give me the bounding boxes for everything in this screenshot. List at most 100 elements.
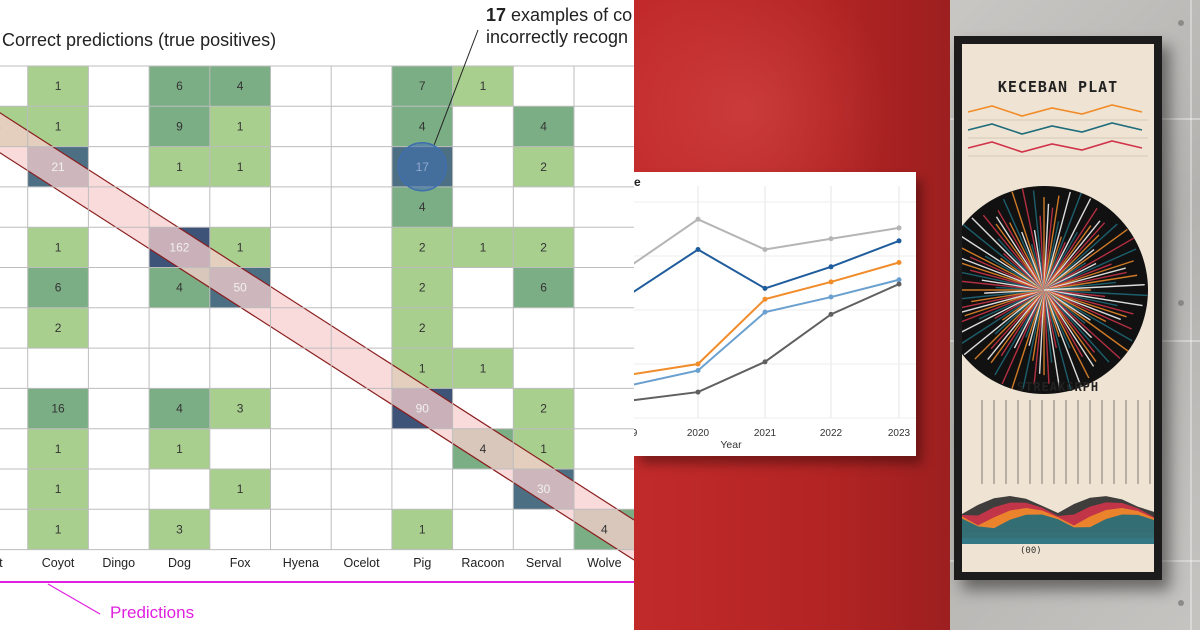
poster-burst-ray bbox=[1043, 289, 1127, 318]
poster-burst-ray bbox=[994, 289, 1045, 376]
poster-burst-ray bbox=[1043, 289, 1121, 321]
data-point bbox=[828, 311, 834, 317]
true-positive-band bbox=[0, 112, 634, 560]
poster-burst-ray bbox=[962, 224, 1045, 291]
poster-burst-ray bbox=[1043, 192, 1082, 291]
poster-burst-ray bbox=[1043, 289, 1095, 367]
x-axis-label: Year bbox=[720, 439, 742, 451]
data-point bbox=[695, 389, 701, 395]
poster-burst-ray bbox=[962, 289, 1045, 309]
data-point bbox=[695, 367, 701, 373]
column-label: Wolve bbox=[587, 556, 622, 570]
matrix-value: 4 bbox=[480, 442, 487, 456]
poster-burst-ray bbox=[990, 289, 1045, 364]
poster-subtitle: STREAKGRPH bbox=[1016, 380, 1100, 394]
poster: KECEBAN PLAT STREAKGRPH (00) bbox=[962, 44, 1154, 572]
column-label: Serval bbox=[526, 556, 561, 570]
poster-burst-ray bbox=[1043, 289, 1129, 352]
matrix-cell bbox=[209, 106, 271, 147]
matrix-cell bbox=[27, 66, 89, 107]
poster-burst-ray bbox=[963, 289, 1045, 356]
poster-title: KECEBAN PLAT bbox=[997, 78, 1119, 96]
poster-burst-ray bbox=[1011, 191, 1045, 291]
poster-burst-ray bbox=[1001, 289, 1045, 385]
poster-burst-ray bbox=[1043, 274, 1138, 291]
matrix-cell bbox=[391, 186, 453, 228]
matrix-cell bbox=[149, 388, 210, 429]
matrix-value: 1 bbox=[237, 240, 244, 254]
column-label: Dingo bbox=[102, 556, 135, 570]
poster-burst-ray bbox=[1043, 289, 1082, 387]
poster-burst-ray bbox=[962, 262, 1045, 291]
matrix-cell bbox=[391, 267, 453, 308]
matrix-value: 1 bbox=[540, 442, 547, 456]
matrix-cell bbox=[391, 307, 453, 349]
callout-count: 17 bbox=[486, 5, 507, 25]
data-point bbox=[762, 296, 768, 302]
matrix-value: 1 bbox=[176, 442, 183, 456]
matrix-value: 1 bbox=[480, 240, 487, 254]
line-chart-panel: e .9 2020 2021 2022 2023 Year bbox=[634, 0, 950, 630]
matrix-cell bbox=[209, 66, 271, 107]
matrix-value: 6 bbox=[540, 281, 547, 295]
column-label: Racoon bbox=[461, 556, 504, 570]
poster-burst-ray bbox=[1043, 289, 1148, 297]
matrix-value: 4 bbox=[419, 200, 426, 214]
wall-seam bbox=[1190, 0, 1192, 630]
data-point bbox=[762, 309, 768, 315]
matrix-cell bbox=[209, 388, 271, 429]
poster-burst-ray bbox=[997, 209, 1045, 291]
poster-burst-ray bbox=[962, 289, 1045, 313]
data-point bbox=[896, 277, 902, 283]
poster-burst-ray bbox=[987, 289, 1045, 361]
poster-artwork bbox=[962, 104, 1154, 544]
matrix-value: 1 bbox=[237, 119, 244, 133]
poster-burst-ray bbox=[962, 289, 1045, 345]
highlight-circle bbox=[397, 142, 447, 192]
poster-burst-ray bbox=[962, 247, 1045, 291]
matrix-value: 21 bbox=[51, 160, 65, 174]
matrix-value: 1 bbox=[237, 160, 244, 174]
matrix-cell bbox=[27, 428, 89, 469]
band-edge-upper bbox=[0, 112, 634, 521]
matrix-cell bbox=[452, 227, 514, 268]
predictions-label: Predictions bbox=[110, 603, 195, 622]
matrix-cell bbox=[513, 106, 574, 147]
poster-frame: KECEBAN PLAT STREAKGRPH (00) bbox=[954, 36, 1162, 580]
matrix-value: 3 bbox=[237, 402, 244, 416]
data-point bbox=[828, 294, 834, 300]
poster-burst-ray bbox=[962, 289, 1045, 300]
matrix-value: 1 bbox=[419, 361, 426, 375]
matrix-value: 2 bbox=[419, 321, 426, 335]
matrix-value: 4 bbox=[601, 522, 608, 536]
matrix-cell bbox=[27, 388, 89, 429]
poster-burst-ray bbox=[1043, 289, 1110, 363]
data-point bbox=[695, 216, 701, 222]
poster-burst-ray bbox=[1043, 289, 1090, 379]
column-label: Ocelot bbox=[343, 556, 380, 570]
correct-predictions-label: Correct predictions (true positives) bbox=[2, 30, 277, 50]
series-line-orange bbox=[634, 261, 900, 376]
poster-burst-ray bbox=[962, 280, 1045, 291]
poster-burst-ray bbox=[1043, 223, 1118, 291]
confusion-matrix-panel: 1647131914421111724116212126450262211164… bbox=[0, 5, 634, 622]
matrix-cell bbox=[452, 348, 514, 389]
matrix-cell bbox=[149, 428, 210, 469]
poster-burst-ray bbox=[962, 235, 1045, 291]
poster-mini-line bbox=[967, 140, 1143, 153]
matrix-cell bbox=[391, 509, 453, 550]
matrix-cell bbox=[149, 146, 210, 187]
callout-line2: incorrectly recogn bbox=[486, 27, 629, 47]
poster-burst-ray bbox=[1043, 289, 1133, 342]
poster-burst-ray bbox=[1043, 289, 1072, 391]
poster-burst-ray bbox=[1043, 237, 1135, 291]
matrix-cell bbox=[149, 66, 210, 107]
poster-burst-ray bbox=[1043, 198, 1092, 291]
matrix-value: 90 bbox=[416, 402, 430, 416]
matrix-cell bbox=[513, 267, 574, 308]
poster-burst-ray bbox=[1011, 289, 1045, 390]
poster-burst-ray bbox=[1033, 289, 1045, 385]
data-point bbox=[896, 238, 902, 244]
data-point bbox=[762, 285, 768, 291]
poster-burst-ray bbox=[1032, 190, 1045, 291]
